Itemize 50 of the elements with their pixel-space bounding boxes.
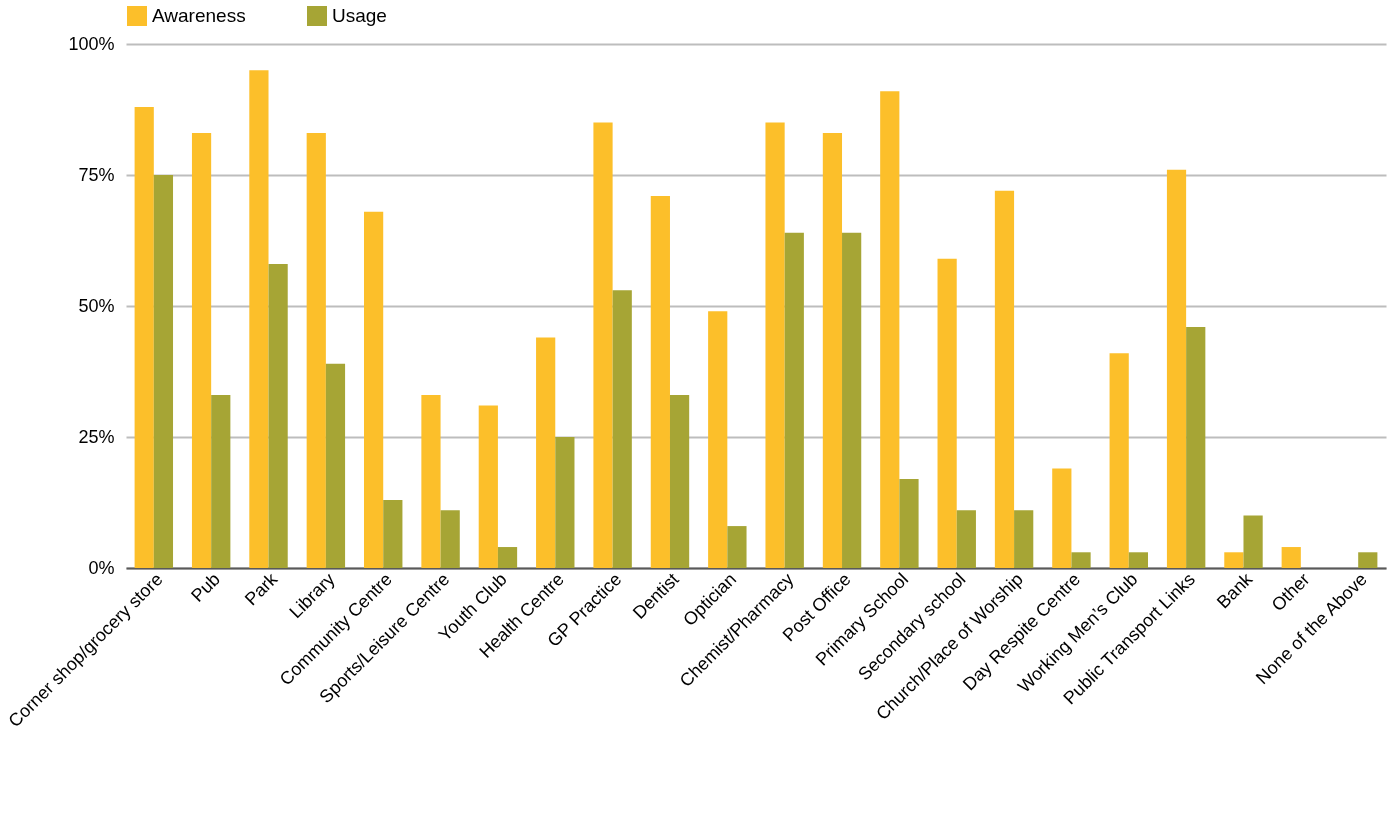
bar	[191, 133, 212, 568]
y-tick-label: 25%	[78, 426, 115, 447]
bar	[421, 395, 441, 568]
y-tick-label: 75%	[78, 164, 115, 185]
bar	[325, 363, 346, 568]
bar	[1243, 515, 1263, 568]
bar	[440, 510, 460, 568]
bar	[1166, 169, 1187, 568]
bar	[765, 122, 785, 568]
bar	[536, 337, 556, 568]
bar	[1071, 552, 1091, 568]
bar	[822, 133, 843, 568]
bar	[1109, 353, 1129, 568]
bar	[1014, 510, 1034, 568]
bar	[612, 290, 632, 568]
bar	[880, 91, 900, 568]
bar	[1224, 552, 1244, 568]
bar	[669, 395, 690, 568]
bar	[727, 526, 747, 568]
bar	[1281, 547, 1301, 568]
bar	[1052, 468, 1072, 568]
legend-label: Usage	[332, 5, 387, 26]
bar	[153, 175, 174, 568]
x-tick-label: Pub	[187, 569, 224, 606]
bar	[708, 311, 728, 568]
y-tick-label: 0%	[88, 557, 115, 578]
bar	[784, 232, 804, 568]
bar	[1186, 326, 1206, 568]
y-tick-label: 100%	[68, 33, 115, 54]
bar	[593, 122, 613, 568]
bar	[211, 395, 231, 568]
bar	[899, 478, 919, 568]
bar	[937, 258, 957, 568]
y-tick-label: 50%	[78, 295, 115, 316]
bar	[134, 106, 154, 568]
bar	[650, 195, 670, 568]
bar	[249, 70, 269, 568]
bar	[497, 547, 518, 568]
bar	[956, 510, 976, 568]
bar	[842, 232, 862, 568]
legend-label: Awareness	[152, 5, 246, 26]
bar	[383, 499, 403, 568]
bar	[364, 211, 384, 568]
bar	[1128, 552, 1148, 568]
bar	[994, 190, 1015, 568]
bar	[478, 405, 498, 568]
bar	[268, 264, 288, 568]
bar	[555, 437, 575, 568]
bar	[306, 133, 326, 568]
bar	[1358, 552, 1378, 568]
